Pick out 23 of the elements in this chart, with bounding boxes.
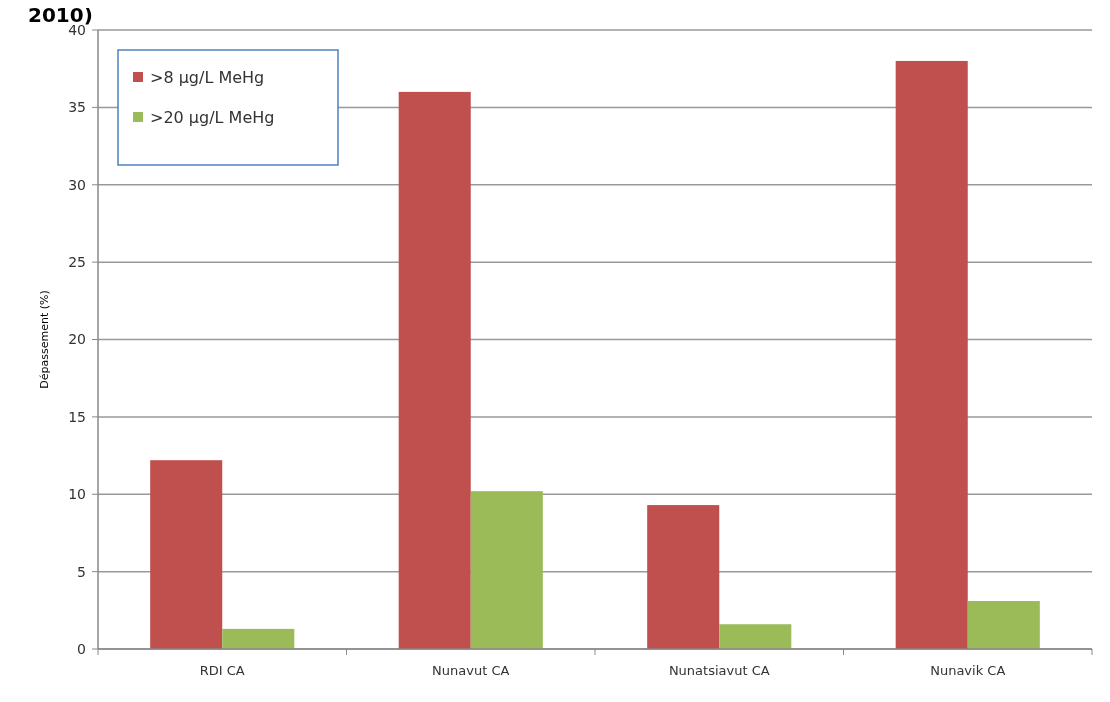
y-tick-label: 35 bbox=[68, 99, 86, 116]
legend-label: >8 µg/L MeHg bbox=[150, 67, 265, 87]
x-tick-label: Nunavut CA bbox=[432, 663, 510, 678]
x-tick-label: Nunatsiavut CA bbox=[668, 663, 770, 678]
y-axis-title: Dépassement (%) bbox=[38, 290, 51, 389]
bar bbox=[967, 601, 1040, 649]
bar bbox=[895, 60, 968, 649]
y-tick-label: 25 bbox=[68, 254, 86, 271]
x-tick-label: Nunavik CA bbox=[930, 663, 1006, 678]
y-tick-label: 15 bbox=[68, 408, 86, 425]
bar bbox=[222, 628, 295, 649]
y-tick-label: 10 bbox=[68, 486, 86, 503]
y-tick-label: 20 bbox=[68, 331, 86, 348]
legend-label: >20 µg/L MeHg bbox=[150, 107, 275, 127]
x-tick-label: RDI CA bbox=[199, 663, 245, 678]
y-tick-label: 5 bbox=[77, 563, 86, 580]
bar bbox=[150, 460, 223, 649]
bar bbox=[398, 91, 471, 649]
bar bbox=[470, 491, 543, 649]
y-tick-label: 0 bbox=[77, 640, 86, 657]
bar bbox=[719, 624, 792, 649]
bar bbox=[647, 505, 720, 649]
y-tick-label: 30 bbox=[68, 176, 86, 193]
